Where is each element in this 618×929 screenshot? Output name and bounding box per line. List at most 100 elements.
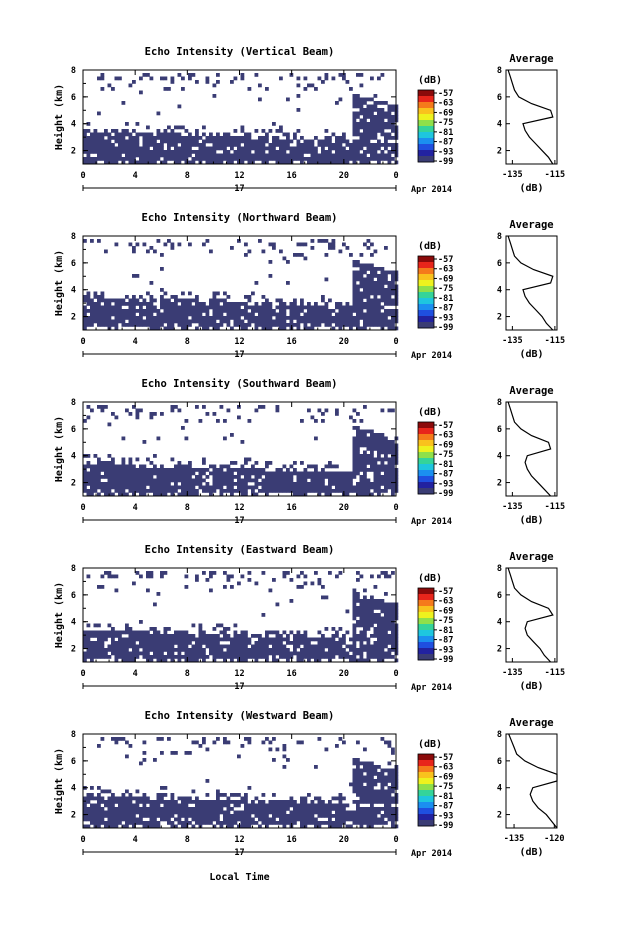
- panel-title: Echo Intensity (Northward Beam): [142, 212, 338, 224]
- x-tick-label: 4: [133, 669, 138, 679]
- colorbar-segment: [418, 814, 434, 821]
- avg-x-label: -135: [502, 668, 522, 678]
- colorbar-label: -87: [438, 304, 453, 314]
- x-tick-label: 0: [393, 835, 398, 845]
- colorbar-label: -87: [438, 138, 453, 148]
- y-tick-label: 8: [71, 398, 76, 408]
- panel-title: Echo Intensity (Vertical Beam): [145, 46, 335, 58]
- colorbar-segment: [418, 772, 434, 779]
- x-tick-label: 8: [185, 503, 190, 513]
- day-label: 17: [234, 350, 244, 360]
- colorbar-segment: [418, 316, 434, 323]
- x-tick-label: 16: [287, 337, 297, 347]
- y-axis-label: Height (km): [53, 748, 65, 814]
- colorbar-label: -69: [438, 772, 453, 782]
- x-tick-label: 8: [185, 669, 190, 679]
- colorbar-label: -93: [438, 645, 453, 655]
- colorbar-label: -99: [438, 489, 453, 499]
- colorbar-segment: [418, 280, 434, 287]
- avg-y-label: 8: [497, 564, 502, 574]
- colorbar-label: -69: [438, 606, 453, 616]
- colorbar-label: -63: [438, 597, 453, 607]
- x-tick-label: 16: [287, 669, 297, 679]
- colorbar-segment: [418, 766, 434, 773]
- day-label: 17: [234, 184, 244, 194]
- average-title: Average: [509, 219, 553, 231]
- colorbar-segment: [418, 754, 434, 761]
- colorbar-segment: [418, 778, 434, 785]
- colorbar-label: -99: [438, 655, 453, 665]
- x-tick-label: 12: [234, 669, 244, 679]
- x-tick-label: 12: [234, 171, 244, 181]
- colorbar-segment: [418, 90, 434, 97]
- colorbar-segment: [418, 802, 434, 809]
- x-tick-label: 8: [185, 835, 190, 845]
- x-tick-label: 12: [234, 835, 244, 845]
- panel-2: Echo Intensity (Southward Beam) 2 4 6 8 0 4 8 12…: [53, 378, 565, 527]
- y-tick-label: 2: [71, 313, 76, 323]
- colorbar-label: -69: [438, 108, 453, 118]
- x-tick-label: 0: [80, 835, 85, 845]
- colorbar-segment: [418, 488, 434, 495]
- colorbar-segment: [418, 636, 434, 643]
- avg-y-label: 8: [497, 398, 502, 408]
- colorbar-unit: (dB): [418, 573, 442, 584]
- day-label: 17: [234, 682, 244, 692]
- average-profile-line: [507, 69, 554, 165]
- x-tick-label: 0: [80, 669, 85, 679]
- colorbar-segment: [418, 310, 434, 317]
- colorbar-segment: [418, 796, 434, 803]
- x-tick-label: 8: [185, 171, 190, 181]
- colorbar-segment: [418, 624, 434, 631]
- colorbar-segment: [418, 434, 434, 441]
- colorbar-label: -87: [438, 470, 453, 480]
- avg-x-label: -115: [545, 668, 565, 678]
- heatmap-cells: [83, 737, 399, 829]
- x-tick-label: 0: [80, 337, 85, 347]
- panel-3: Echo Intensity (Eastward Beam) 2 4 6 8 0 4 8 12 1…: [53, 544, 565, 693]
- colorbar-segment: [418, 428, 434, 435]
- heatmap-cells: [83, 73, 399, 165]
- average-title: Average: [509, 551, 553, 563]
- avg-y-label: 8: [497, 66, 502, 76]
- colorbar-label: -93: [438, 479, 453, 489]
- colorbar-segment: [418, 298, 434, 305]
- x-tick-label: 0: [393, 669, 398, 679]
- y-axis-label: Height (km): [53, 582, 65, 648]
- colorbar-label: -99: [438, 157, 453, 167]
- avg-y-label: 4: [497, 618, 502, 628]
- date-label: Apr 2014: [411, 683, 452, 693]
- avg-y-label: 4: [497, 120, 502, 130]
- colorbar-label: -69: [438, 440, 453, 450]
- y-tick-label: 4: [71, 120, 76, 130]
- colorbar-label: -75: [438, 782, 453, 792]
- colorbar-label: -93: [438, 313, 453, 323]
- colorbar-segment: [418, 654, 434, 661]
- average-profile-line: [508, 733, 558, 829]
- colorbar-label: -93: [438, 811, 453, 821]
- x-tick-label: 4: [133, 171, 138, 181]
- colorbar-segment: [418, 144, 434, 151]
- colorbar-segment: [418, 292, 434, 299]
- colorbar-label: -75: [438, 118, 453, 128]
- colorbar-segment: [418, 618, 434, 625]
- x-tick-label: 20: [339, 669, 349, 679]
- colorbar-label: -63: [438, 431, 453, 441]
- x-tick-label: 0: [80, 171, 85, 181]
- colorbar-segment: [418, 96, 434, 103]
- x-tick-label: 16: [287, 171, 297, 181]
- panel-0: Echo Intensity (Vertical Beam) 2 4 6 8 0 4 8 12 1…: [53, 46, 565, 195]
- x-tick-label: 16: [287, 503, 297, 513]
- avg-x-label: -135: [502, 170, 522, 180]
- x-axis-label: Local Time: [209, 871, 269, 883]
- average-frame: [505, 69, 558, 165]
- colorbar-segment: [418, 256, 434, 263]
- average-title: Average: [509, 385, 553, 397]
- colorbar-unit: (dB): [418, 241, 442, 252]
- x-tick-label: 20: [339, 337, 349, 347]
- colorbar-segment: [418, 114, 434, 121]
- avg-y-label: 8: [497, 232, 502, 242]
- avg-x-axis-label: (dB): [519, 183, 543, 194]
- x-tick-label: 0: [80, 503, 85, 513]
- colorbar-label: -63: [438, 265, 453, 275]
